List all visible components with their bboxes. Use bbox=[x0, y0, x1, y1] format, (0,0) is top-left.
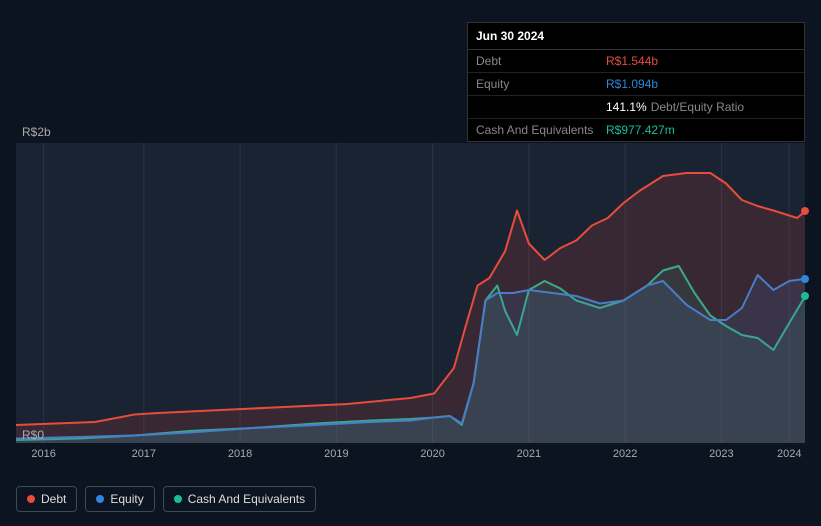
tooltip-value: 141.1% bbox=[606, 100, 647, 114]
x-axis-tick-label: 2016 bbox=[31, 448, 55, 460]
tooltip-row: EquityR$1.094b bbox=[468, 73, 804, 96]
chart-area-wrap: R$2b R$0 2016 2017 2018 2019 2020 2021 2022 202… bbox=[16, 125, 805, 480]
legend-label: Debt bbox=[41, 492, 66, 506]
legend-dot-icon bbox=[96, 495, 104, 503]
tooltip-label bbox=[476, 100, 606, 114]
x-axis-tick-label: 2021 bbox=[517, 448, 541, 460]
legend-item-cash-and-equivalents[interactable]: Cash And Equivalents bbox=[163, 486, 316, 512]
x-axis-tick-label: 2018 bbox=[228, 448, 252, 460]
x-axis-tick-label: 2024 bbox=[777, 448, 801, 460]
legend-dot-icon bbox=[27, 495, 35, 503]
tooltip-date: Jun 30 2024 bbox=[468, 23, 804, 50]
tooltip-row: DebtR$1.544b bbox=[468, 50, 804, 73]
series-end-dot bbox=[801, 207, 809, 215]
chart-legend: Debt Equity Cash And Equivalents bbox=[16, 486, 316, 512]
x-axis-tick-label: 2023 bbox=[709, 448, 733, 460]
x-axis-tick-label: 2022 bbox=[613, 448, 637, 460]
legend-label: Equity bbox=[110, 492, 143, 506]
tooltip-value: R$1.544b bbox=[606, 54, 658, 68]
legend-item-equity[interactable]: Equity bbox=[85, 486, 154, 512]
y-axis-label-top: R$2b bbox=[22, 125, 51, 139]
x-axis-tick-label: 2019 bbox=[324, 448, 348, 460]
chart-container: Jun 30 2024 DebtR$1.544bEquityR$1.094b14… bbox=[0, 0, 821, 526]
tooltip-row: 141.1% Debt/Equity Ratio bbox=[468, 96, 804, 119]
y-axis-label-bottom: R$0 bbox=[22, 428, 44, 442]
series-end-dot bbox=[801, 292, 809, 300]
legend-label: Cash And Equivalents bbox=[188, 492, 305, 506]
x-axis-labels: 2016 2017 2018 2019 2020 2021 2022 2023 2024 bbox=[16, 448, 805, 462]
x-axis-tick-label: 2017 bbox=[132, 448, 156, 460]
legend-item-debt[interactable]: Debt bbox=[16, 486, 77, 512]
tooltip-label: Equity bbox=[476, 77, 606, 91]
tooltip-suffix: Debt/Equity Ratio bbox=[651, 100, 744, 114]
chart-tooltip: Jun 30 2024 DebtR$1.544bEquityR$1.094b14… bbox=[467, 22, 805, 142]
legend-dot-icon bbox=[174, 495, 182, 503]
series-end-dot bbox=[801, 275, 809, 283]
chart-plot[interactable] bbox=[16, 143, 805, 443]
tooltip-label: Debt bbox=[476, 54, 606, 68]
tooltip-value: R$1.094b bbox=[606, 77, 658, 91]
x-axis-tick-label: 2020 bbox=[420, 448, 444, 460]
